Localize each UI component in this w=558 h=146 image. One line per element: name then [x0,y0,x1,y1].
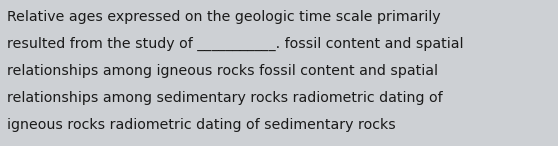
Text: Relative ages expressed on the geologic time scale primarily: Relative ages expressed on the geologic … [7,10,441,24]
Text: relationships among sedimentary rocks radiometric dating of: relationships among sedimentary rocks ra… [7,91,443,105]
Text: igneous rocks radiometric dating of sedimentary rocks: igneous rocks radiometric dating of sedi… [7,118,396,132]
Text: relationships among igneous rocks fossil content and spatial: relationships among igneous rocks fossil… [7,64,438,78]
Text: resulted from the study of ___________. fossil content and spatial: resulted from the study of ___________. … [7,37,464,51]
